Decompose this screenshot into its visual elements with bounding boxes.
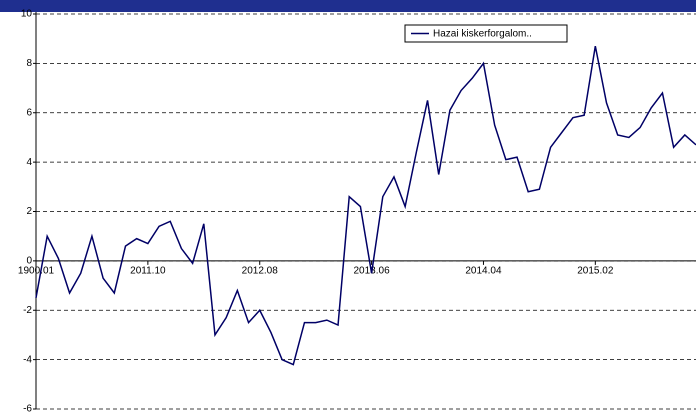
y-tick-label: 2	[26, 206, 32, 217]
x-tick-label: 2015.02	[577, 266, 614, 277]
y-tick-label: 0	[26, 256, 32, 267]
y-tick-label: 8	[26, 58, 32, 69]
legend-label: Hazai kiskerforgalom..	[433, 29, 532, 40]
x-tick-label: 1900.01	[18, 266, 55, 277]
y-tick-label: 4	[26, 157, 32, 168]
legend-box	[404, 24, 568, 43]
y-tick-label: 10	[21, 9, 33, 20]
x-tick-label: 2012.08	[242, 266, 279, 277]
y-tick-label: -2	[23, 305, 32, 316]
y-tick-label: -4	[23, 354, 32, 365]
line-series	[35, 45, 696, 366]
header-band	[0, 0, 696, 12]
x-tick-label: 2014.04	[465, 266, 502, 277]
y-tick-label: -6	[23, 404, 32, 415]
y-tick-label: 6	[26, 107, 32, 118]
x-tick-label: 2011.10	[130, 266, 166, 277]
